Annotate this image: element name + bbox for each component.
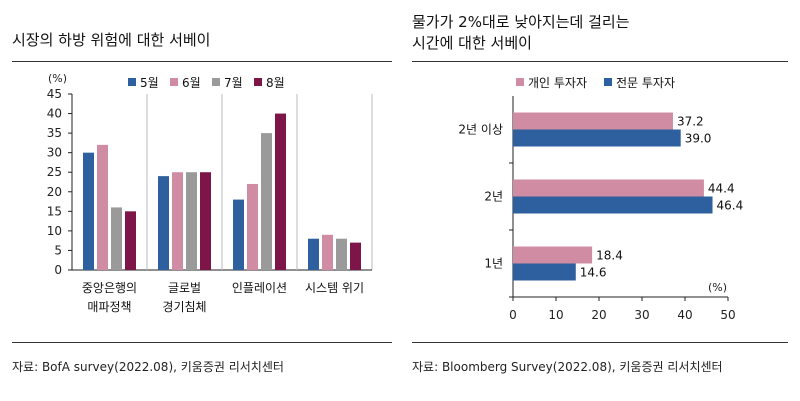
hbar-2년-개인 투자자: [513, 179, 704, 197]
legend-label: 7월: [224, 76, 243, 90]
hbar-1년-개인 투자자: [513, 246, 593, 264]
x-category-label: 인플레이션: [232, 281, 287, 295]
x-unit-label: (%): [708, 281, 727, 294]
y-tick-label: 20: [47, 185, 62, 199]
left-chart-title: 시장의 하방 위험에 대한 서베이: [12, 31, 211, 49]
legend-swatch-0: [516, 78, 524, 86]
y-category-label: 2년: [484, 190, 503, 204]
bar-3-7월: [261, 133, 272, 270]
legend-label: 6월: [182, 76, 201, 90]
bar-3-5월: [233, 199, 244, 270]
x-category-label: 경기침체: [162, 300, 206, 314]
y-tick-label: 10: [47, 224, 62, 238]
bar-2-6월: [172, 172, 183, 270]
bar-4-7월: [336, 238, 347, 270]
legend-swatch-5월: [128, 78, 136, 86]
x-category-label: 매파정책: [87, 299, 131, 314]
hbar-2년 이상-개인 투자자: [513, 112, 673, 130]
bar-1-5월: [83, 152, 94, 270]
bar-1-8월: [125, 211, 136, 270]
y-category-label: 1년: [484, 257, 503, 271]
y-tick-label: 30: [47, 146, 62, 160]
x-tick-label: 30: [634, 308, 649, 322]
hbar-2년 이상-전문 투자자: [513, 129, 681, 147]
legend-swatch-1: [604, 78, 612, 86]
x-tick-label: 0: [509, 308, 517, 322]
hbar-1년-전문 투자자: [513, 263, 576, 281]
right-title-rule: [412, 61, 788, 62]
bar-2-5월: [158, 176, 169, 270]
bar-2-8월: [200, 172, 211, 270]
right-chart-title-line-2: 시간에 대한 서베이: [412, 34, 532, 52]
y-tick-label: 0: [54, 263, 62, 277]
x-tick-label: 10: [548, 308, 563, 322]
data-label: 14.6: [580, 266, 607, 280]
x-category-label: 글로벌: [168, 281, 201, 295]
hbar-2년-전문 투자자: [513, 196, 713, 214]
y-tick-label: 25: [47, 165, 62, 179]
bar-3-6월: [247, 183, 258, 270]
left-source-rule: [12, 342, 392, 343]
data-label: 39.0: [685, 132, 712, 146]
data-label: 37.2: [677, 115, 704, 129]
y-tick-label: 40: [47, 107, 62, 121]
left-title-rule: [12, 61, 392, 62]
legend-label: 개인 투자자: [528, 76, 587, 90]
x-tick-label: 40: [677, 308, 692, 322]
bar-4-6월: [322, 234, 333, 270]
y-unit-label: (%): [48, 72, 67, 85]
x-category-label: 시스템 위기: [305, 281, 364, 295]
x-tick-label: 20: [591, 308, 606, 322]
data-label: 18.4: [596, 249, 623, 263]
right-source-note: 자료: Bloomberg Survey(2022.08), 키움증권 리서치센…: [412, 360, 723, 374]
bar-2-7월: [186, 172, 197, 270]
bar-1-7월: [111, 207, 122, 270]
legend-swatch-7월: [212, 78, 220, 86]
bar-1-6월: [97, 144, 108, 270]
x-tick-label: 50: [720, 308, 735, 322]
bar-3-8월: [275, 113, 286, 270]
legend-swatch-6월: [170, 78, 178, 86]
legend-label: 5월: [140, 76, 159, 90]
left-source-note: 자료: BofA survey(2022.08), 키움증권 리서치센터: [12, 360, 284, 374]
y-category-label: 2년 이상: [458, 123, 503, 137]
y-tick-label: 5: [54, 243, 62, 257]
right-source-rule: [412, 342, 788, 343]
legend-swatch-8월: [254, 78, 262, 86]
y-tick-label: 45: [47, 87, 62, 101]
x-category-label: 중앙은행의: [82, 280, 137, 295]
data-label: 44.4: [708, 182, 735, 196]
y-tick-label: 15: [47, 204, 62, 218]
y-tick-label: 35: [47, 126, 62, 140]
legend-label: 전문 투자자: [616, 76, 675, 90]
data-label: 46.4: [717, 199, 744, 213]
legend-label: 8월: [266, 76, 285, 90]
bar-4-8월: [350, 242, 361, 270]
bar-4-5월: [308, 238, 319, 270]
right-chart-title-line-1: 물가가 2%대로 낮아지는데 걸리는: [412, 13, 630, 31]
